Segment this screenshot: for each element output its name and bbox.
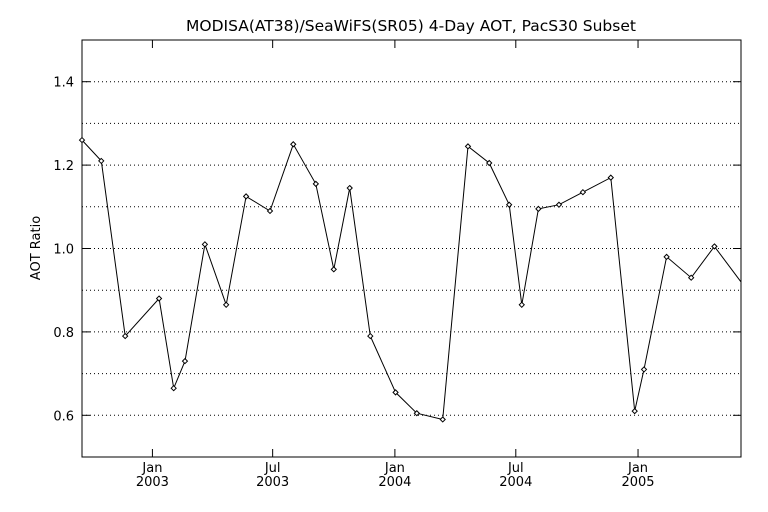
- y-tick-label: 1.4: [53, 76, 74, 91]
- data-point-marker: [711, 243, 718, 250]
- x-tick-label-month: Jul: [264, 461, 281, 476]
- data-point-marker: [607, 174, 615, 181]
- data-point-marker: [330, 266, 337, 273]
- data-point-marker: [170, 384, 177, 392]
- data-point-marker: [555, 201, 563, 208]
- data-point-marker: [201, 241, 209, 248]
- data-point-marker: [687, 274, 695, 281]
- data-point-marker: [98, 157, 105, 165]
- data-point-marker: [663, 253, 670, 261]
- data-point-marker: [78, 136, 86, 144]
- series-line: [81, 139, 742, 421]
- gridlines: [82, 81, 741, 416]
- y-tick-label: 0.6: [53, 409, 74, 424]
- x-tick-label-month: Jan: [141, 461, 162, 476]
- x-tick-label-year: 2004: [378, 475, 411, 490]
- x-tick-label-month: Jul: [507, 461, 524, 476]
- x-tick-label-year: 2005: [621, 475, 654, 490]
- data-point-marker: [121, 332, 129, 340]
- data-series: [78, 136, 742, 423]
- data-point-marker: [222, 301, 230, 309]
- y-tick-label: 1.0: [53, 243, 74, 258]
- chart-title: MODISA(AT38)/SeaWiFS(SR05) 4-Day AOT, Pa…: [186, 17, 636, 35]
- data-point-marker: [346, 184, 353, 192]
- data-point-marker: [631, 407, 638, 415]
- x-tick-label-month: Jan: [384, 461, 405, 476]
- y-tick-label: 1.2: [53, 159, 74, 174]
- data-point-marker: [413, 410, 421, 417]
- data-point-marker: [367, 332, 374, 340]
- data-point-marker: [392, 389, 399, 396]
- data-point-marker: [640, 366, 648, 373]
- data-point-marker: [266, 207, 274, 215]
- data-point-marker: [486, 159, 493, 167]
- y-axis-label: AOT Ratio: [29, 216, 44, 280]
- axes: 0.60.81.01.21.4Jan2003Jul2003Jan2004Jul2…: [53, 39, 742, 490]
- x-tick-label-year: 2003: [136, 475, 169, 490]
- data-point-marker: [518, 301, 525, 309]
- data-point-marker: [464, 143, 472, 150]
- data-point-marker: [155, 295, 163, 302]
- data-point-marker: [181, 357, 189, 365]
- data-point-marker: [242, 193, 250, 200]
- data-point-marker: [312, 180, 320, 188]
- data-point-marker: [439, 416, 446, 423]
- x-tick-label-month: Jan: [627, 461, 648, 476]
- data-point-marker: [535, 205, 542, 213]
- x-tick-label-year: 2004: [499, 475, 532, 490]
- y-tick-label: 0.8: [53, 326, 74, 341]
- data-point-marker: [579, 188, 587, 196]
- data-point-marker: [290, 141, 297, 148]
- data-point-marker: [505, 201, 513, 208]
- x-tick-label-year: 2003: [256, 475, 289, 490]
